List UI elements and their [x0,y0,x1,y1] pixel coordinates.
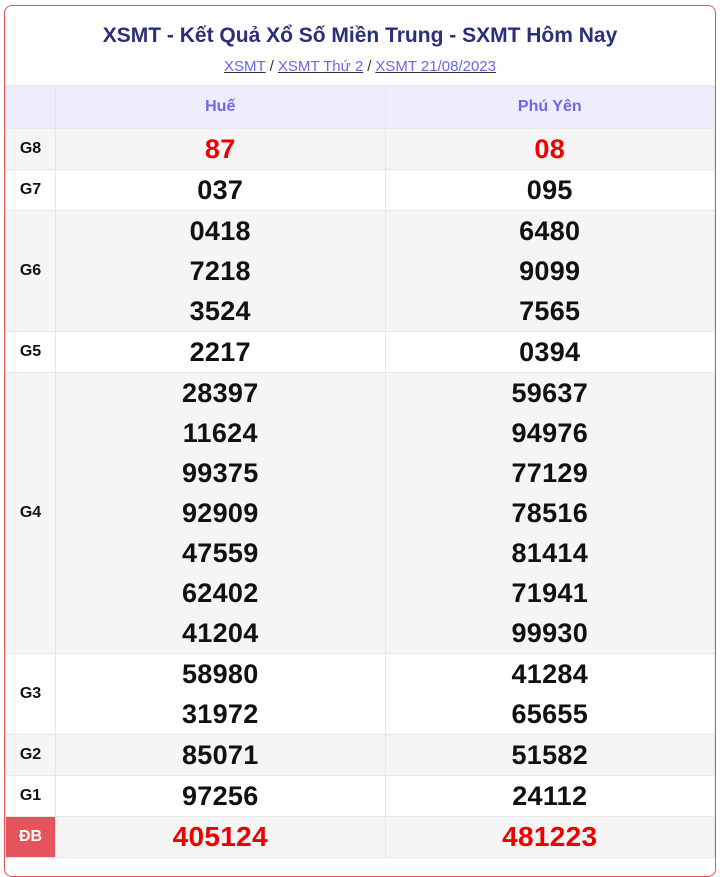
prize-number: 81414 [511,538,589,568]
prize-number: 51582 [511,740,589,770]
header-prize [5,85,56,129]
prize-number: 08 [534,134,566,164]
prize-number: 58980 [181,659,259,689]
prize-number: 41284 [511,659,589,689]
page-title: XSMT - Kết Quả Xổ Số Miền Trung - SXMT H… [102,24,618,47]
prize-row-g3: G3 58980 31972 41284 65655 [5,653,715,735]
prize-number: 62402 [181,578,259,608]
prize-label: G6 [5,210,56,332]
prize-row-g8: G8 87 08 [5,128,715,170]
prize-cell: 0394 [384,331,715,373]
prize-label: G1 [5,775,56,817]
prize-number: 94976 [511,418,589,448]
prize-row-g6: G6 0418 7218 3524 6480 9099 7565 [5,210,715,332]
prize-number: 77129 [511,458,589,488]
prize-cell: 87 [55,128,386,170]
prize-number: 0418 [189,216,251,246]
prize-number: 97256 [181,781,259,811]
prize-label: ĐB [5,816,56,858]
table-header: Huế Phú Yên [5,85,715,129]
prize-label: G8 [5,128,56,170]
prize-number: 87 [204,134,236,164]
prize-label: G4 [5,372,56,654]
breadcrumb-date[interactable]: XSMT 21/08/2023 [375,58,496,75]
prize-cell: 28397 11624 99375 92909 47559 62402 41204 [55,372,386,654]
prize-number: 92909 [181,498,259,528]
prize-number: 037 [197,175,244,205]
breadcrumb-xsmt[interactable]: XSMT [223,58,266,75]
prize-number: 47559 [181,538,259,568]
prize-row-g1: G1 97256 24112 [5,775,715,817]
breadcrumb-separator: / [269,58,274,75]
prize-row-g5: G5 2217 0394 [5,331,715,373]
prize-number: 99375 [181,458,259,488]
prize-number: 41204 [181,618,259,648]
breadcrumb-separator: / [367,58,372,75]
prize-number: 9099 [519,256,581,286]
prize-number: 78516 [511,498,589,528]
prize-row-g2: G2 85071 51582 [5,734,715,776]
prize-cell: 08 [384,128,715,170]
breadcrumb-xsmt-thu-2[interactable]: XSMT Thứ 2 [277,58,364,75]
results-card: XSMT - Kết Quả Xổ Số Miền Trung - SXMT H… [4,5,716,877]
prize-number: 24112 [512,781,588,811]
header-province: Phú Yên [384,85,715,129]
prize-row-đb: ĐB 405124 481223 [5,816,715,858]
prize-label: G7 [5,169,56,211]
prize-number: 59637 [511,378,589,408]
prize-cell: 405124 [55,816,386,858]
prize-number: 095 [526,175,573,205]
breadcrumb: XSMT / XSMT Thứ 2/XSMT 21/08/2023 [5,58,715,80]
prize-label: G2 [5,734,56,776]
prize-cell: 2217 [55,331,386,373]
prize-cell: 51582 [384,734,715,776]
header-province: Huế [55,85,386,129]
prize-number: 7218 [189,256,251,286]
prize-number: 71941 [511,578,589,608]
prize-number: 481223 [502,821,598,852]
prize-cell: 0418 7218 3524 [55,210,386,332]
prize-number: 3524 [189,296,251,326]
prize-number: 405124 [172,821,268,852]
prize-number: 2217 [189,337,251,367]
prize-cell: 41284 65655 [384,653,715,735]
prize-cell: 85071 [55,734,386,776]
prize-cell: 6480 9099 7565 [384,210,715,332]
results-table: Huế Phú Yên G8 87 08 G7 037 095 G6 0418 7218 3524… [5,85,715,858]
prize-number: 65655 [511,699,589,729]
prize-row-g4: G4 28397 11624 99375 92909 47559 62402 41204 596… [5,372,715,654]
prize-label: G5 [5,331,56,373]
prize-cell: 59637 94976 77129 78516 81414 71941 99930 [384,372,715,654]
prize-number: 11624 [182,418,258,448]
prize-cell: 58980 31972 [55,653,386,735]
prize-row-g7: G7 037 095 [5,169,715,211]
prize-cell: 97256 [55,775,386,817]
prize-number: 85071 [181,740,259,770]
prize-number: 6480 [519,216,581,246]
prize-cell: 037 [55,169,386,211]
prize-cell: 24112 [384,775,715,817]
prize-number: 0394 [519,337,581,367]
prize-number: 99930 [511,618,589,648]
prize-cell: 095 [384,169,715,211]
prize-label: G3 [5,653,56,735]
prize-cell: 481223 [384,816,715,858]
prize-number: 31972 [181,699,259,729]
prize-number: 28397 [181,378,259,408]
prize-number: 7565 [519,296,581,326]
